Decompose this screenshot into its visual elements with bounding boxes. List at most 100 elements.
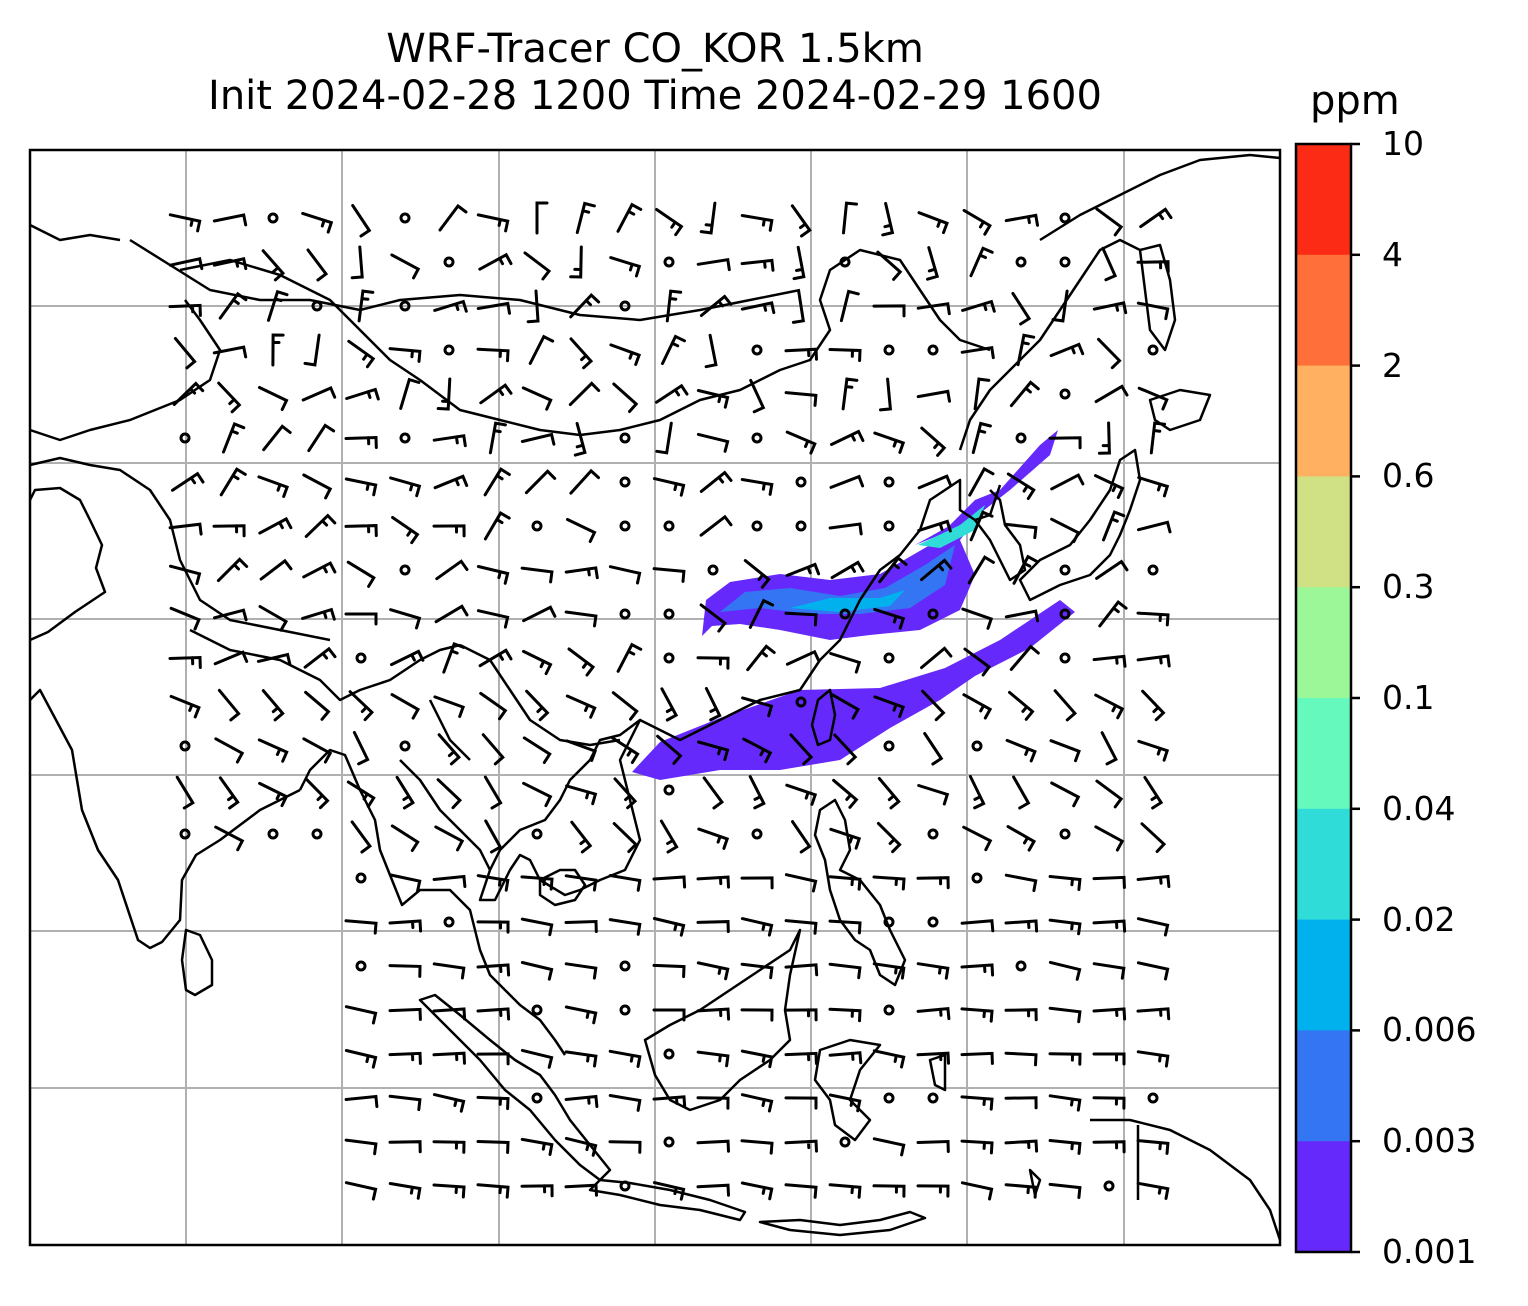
wind-barb [305,777,330,810]
wind-barb [968,466,995,497]
wind-barb [565,694,597,719]
wind-barb [1050,517,1081,544]
wind-barb [696,875,730,889]
wind-barb [344,1094,379,1108]
wind-barb [784,1183,818,1199]
wind-barb [432,1093,466,1113]
wind-barb [476,1052,510,1066]
wind-barb [434,604,469,624]
wind-barb [432,434,467,448]
wind-barb [652,963,686,979]
wind-barb [740,1008,774,1022]
wind-barb [697,740,730,762]
wind-barb [520,432,556,446]
wind-barb [960,345,995,360]
wind-barb [1050,781,1081,808]
wind-barb [569,337,594,370]
wind-barb [175,775,195,810]
wind-barb [656,734,683,765]
wind-barb [1092,1096,1126,1110]
wind-barb [1137,520,1172,534]
wind-barb [1048,436,1082,450]
wind-barb [652,875,687,889]
wind-barb [828,1007,862,1023]
wind-barb [829,474,865,489]
wind-barb [350,245,364,280]
wind-barb [1004,1183,1038,1199]
wind-barb [1004,1051,1038,1067]
wind-barb [785,783,818,806]
calm-wind-circle [751,520,763,532]
wind-barb [261,249,286,282]
wind-barb [1092,875,1126,889]
calm-wind-circle [795,520,807,532]
calm-circles [179,212,1159,1192]
wind-barb [346,560,376,588]
wind-barb [1006,472,1036,500]
wind-barb [1012,775,1031,810]
wind-barb [303,333,321,367]
wind-barb [696,961,730,981]
wind-barb [1136,260,1170,274]
wind-barb [435,559,469,581]
wind-barb [438,203,468,232]
calm-wind-circle [311,300,323,312]
wind-barb [1136,1050,1170,1068]
wind-barb [1008,690,1035,721]
wind-barb [696,257,731,272]
wind-barb [565,784,598,806]
wind-barb [301,211,334,234]
wind-barb [344,1181,378,1201]
wind-barb [1050,473,1085,491]
wind-barb [917,474,953,490]
wind-barb [303,646,337,669]
wind-barb [525,689,550,722]
calm-wind-circle [1059,256,1071,268]
wind-barb [1095,779,1124,809]
calm-wind-circle [399,564,411,576]
calm-wind-circle [839,608,851,620]
wind-barb [388,1094,422,1112]
wind-barb [872,1137,906,1157]
wind-barb [830,429,865,446]
calm-wind-circle [1059,388,1071,400]
wind-barb [1095,559,1129,580]
wind-barb [564,1094,599,1108]
wind-barb [1006,825,1037,852]
wind-barb [740,1139,774,1155]
wind-barb [1048,1006,1082,1024]
wind-barb [741,696,774,718]
wind-barb [173,337,197,370]
calm-wind-circle [355,960,367,972]
wind-barb [785,430,817,455]
wind-barb [212,345,248,359]
wind-barb [390,253,421,280]
wind-barb [960,1007,994,1023]
wind-barb [389,608,422,630]
wind-barb [522,781,553,808]
wind-barb [168,257,204,271]
wind-barb [213,650,249,666]
wind-barb [652,1008,686,1022]
calm-wind-circle [619,960,631,972]
coastlines [28,153,1282,1241]
wind-barb [257,475,290,498]
wind-barb [168,213,202,233]
wind-barb [790,204,812,238]
wind-barb [1094,693,1125,720]
wind-barb [348,690,375,722]
coast-india-peninsula [29,688,301,950]
wind-barb [740,1093,774,1113]
wind-barb [917,519,952,533]
calm-wind-circle [883,476,895,488]
wind-barb [391,516,420,545]
wind-barb [271,333,285,367]
wind-barb [829,827,862,850]
wind-barb [740,917,774,937]
wind-barb [699,201,717,235]
border-kazakh [29,223,222,442]
calm-wind-circle [1015,256,1027,268]
calm-wind-circle [443,916,455,928]
wind-barb [476,1140,510,1154]
wind-barb [476,1007,511,1021]
